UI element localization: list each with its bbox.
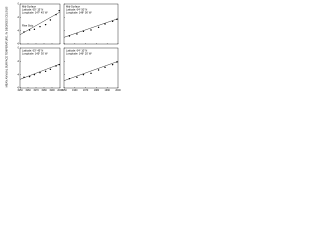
y-tick-label: -2 [17, 60, 20, 63]
x-tick-label: 1950 [61, 89, 67, 92]
y-tick-label: -4 [17, 73, 20, 76]
point [116, 18, 118, 21]
point [76, 33, 78, 35]
point [76, 76, 78, 79]
point [58, 9, 60, 12]
annotation: Latitude: 64° 50' N [66, 8, 87, 12]
x-tick-label: 1990 [105, 89, 111, 92]
x-tick-label: 1960 [25, 89, 31, 92]
y-tick-label: -2 [17, 16, 20, 19]
point [44, 70, 47, 73]
point [55, 13, 57, 16]
point [28, 75, 31, 78]
annotation: Mid-Surface [22, 5, 37, 9]
chart: MEAN ANNUAL SURFACE TEMPERATURE, IN DEGR… [0, 0, 123, 100]
point [58, 63, 60, 66]
point [23, 31, 25, 33]
annotation: Longitude: 146° 20' W [66, 52, 92, 56]
point [23, 76, 25, 79]
background [0, 0, 123, 100]
point [111, 63, 114, 66]
point [82, 30, 85, 33]
annotation: Longitude: 147° 45' W [22, 11, 48, 15]
trend-line [19, 63, 61, 80]
y-tick-label: -4 [17, 29, 20, 32]
point [39, 71, 41, 74]
y-axis-label: MEAN ANNUAL SURFACE TEMPERATURE, IN DEGR… [5, 6, 9, 87]
point [104, 66, 106, 69]
x-tick-label: 1990 [49, 89, 55, 92]
annotation: Latitude: 65° 15' N [22, 8, 43, 12]
annotation: Latitude: 64° 10' N [66, 49, 87, 53]
plot-frame [63, 3, 119, 45]
x-tick-label: 1980 [41, 89, 47, 92]
x-tick-label: 1960 [72, 89, 78, 92]
point [104, 23, 106, 25]
point [116, 61, 118, 63]
plot-frame [19, 47, 61, 89]
y-tick-label: -6 [17, 87, 20, 90]
annotation: Rise Strip [22, 24, 34, 28]
point [49, 19, 52, 21]
plot-frame [63, 47, 119, 89]
annotation: Mid-Surface [66, 5, 81, 9]
y-tick-label: 0 [18, 47, 20, 50]
point [39, 25, 41, 28]
x-tick-label: 2000 [57, 89, 63, 92]
x-tick-label: 2000 [115, 89, 121, 92]
point [44, 23, 47, 26]
point [68, 35, 71, 37]
annotation: Longitude: 145° 30' W [22, 52, 48, 56]
annotation: Latitude: 63° 45' N [22, 49, 43, 53]
point [55, 65, 57, 67]
y-tick-label: -6 [17, 43, 20, 46]
point [90, 72, 92, 75]
point [33, 28, 36, 31]
x-tick-label: 1970 [33, 89, 39, 92]
point [33, 73, 36, 76]
point [111, 20, 114, 23]
annotation: Longitude: 148° 00' W [66, 11, 92, 15]
point [97, 26, 100, 29]
plot-frame [19, 3, 61, 45]
x-tick-label: 1950 [17, 89, 23, 92]
point [97, 69, 100, 71]
point [28, 29, 31, 31]
x-tick-label: 1970 [83, 89, 89, 92]
point [90, 29, 92, 31]
x-tick-label: 1980 [94, 89, 100, 92]
trend-line [19, 11, 61, 35]
point [82, 73, 85, 76]
trend-line [63, 61, 119, 81]
trend-line [63, 18, 119, 38]
point [68, 77, 71, 80]
y-tick-label: 0 [18, 3, 20, 6]
point [49, 68, 52, 71]
